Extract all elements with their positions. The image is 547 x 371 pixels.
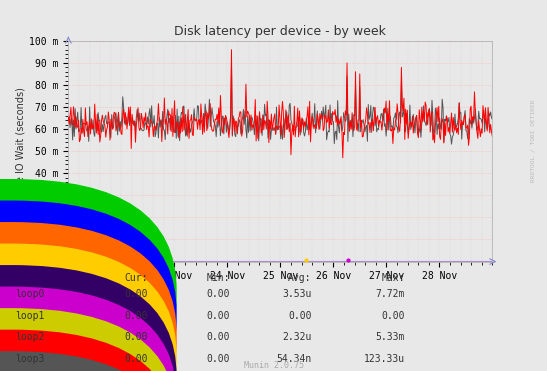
Text: loop3: loop3: [15, 354, 45, 364]
Text: Munin 2.0.75: Munin 2.0.75: [243, 361, 304, 370]
Text: 0.00: 0.00: [124, 311, 148, 321]
Text: 123.33u: 123.33u: [364, 354, 405, 364]
Title: Disk latency per device - by week: Disk latency per device - by week: [174, 25, 386, 38]
Text: 0.00: 0.00: [206, 311, 230, 321]
Text: 0.00: 0.00: [124, 289, 148, 299]
Text: 0.00: 0.00: [124, 332, 148, 342]
Text: loop1: loop1: [15, 311, 45, 321]
Text: RRDTOOL / TOBI OETIKER: RRDTOOL / TOBI OETIKER: [531, 100, 536, 182]
Text: Min:: Min:: [206, 273, 230, 283]
Text: loop0: loop0: [15, 289, 45, 299]
Text: Cur:: Cur:: [124, 273, 148, 283]
Text: Max:: Max:: [381, 273, 405, 283]
Text: 5.33m: 5.33m: [375, 332, 405, 342]
Text: 2.32u: 2.32u: [282, 332, 312, 342]
Text: 0.00: 0.00: [288, 311, 312, 321]
Text: 54.34n: 54.34n: [277, 354, 312, 364]
Text: 0.00: 0.00: [206, 332, 230, 342]
Text: 0.00: 0.00: [124, 354, 148, 364]
Text: 0.00: 0.00: [381, 311, 405, 321]
Text: Avg:: Avg:: [288, 273, 312, 283]
Text: 7.72m: 7.72m: [375, 289, 405, 299]
Text: loop2: loop2: [15, 332, 45, 342]
Y-axis label: Average IO Wait (seconds): Average IO Wait (seconds): [16, 87, 26, 216]
Text: 0.00: 0.00: [206, 354, 230, 364]
Text: 0.00: 0.00: [206, 289, 230, 299]
Text: 3.53u: 3.53u: [282, 289, 312, 299]
